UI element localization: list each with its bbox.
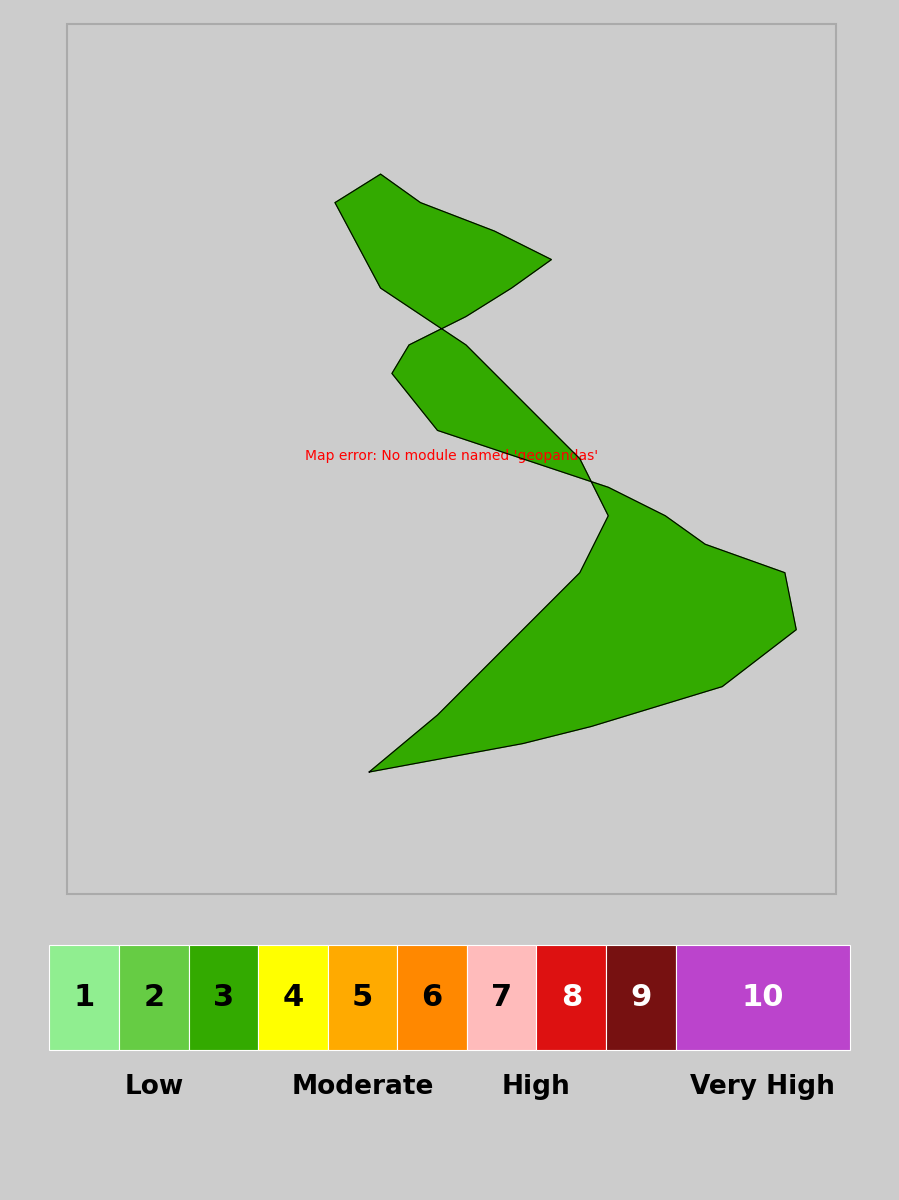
Bar <box>537 946 606 1050</box>
Polygon shape <box>335 174 797 772</box>
Text: 4: 4 <box>282 983 304 1012</box>
Bar <box>606 946 676 1050</box>
Bar <box>676 946 850 1050</box>
Bar <box>258 946 328 1050</box>
Text: 7: 7 <box>491 983 512 1012</box>
Bar <box>49 946 119 1050</box>
Text: Low: Low <box>124 1074 183 1100</box>
Text: Moderate: Moderate <box>291 1074 433 1100</box>
Bar <box>328 946 397 1050</box>
Text: 2: 2 <box>143 983 165 1012</box>
Text: Very High: Very High <box>690 1074 835 1100</box>
Text: Map error: No module named 'geopandas': Map error: No module named 'geopandas' <box>305 449 599 463</box>
Text: 1: 1 <box>74 983 95 1012</box>
Text: 10: 10 <box>742 983 784 1012</box>
Text: 3: 3 <box>213 983 234 1012</box>
Text: 8: 8 <box>561 983 582 1012</box>
Text: 6: 6 <box>422 983 442 1012</box>
Bar <box>397 946 467 1050</box>
Text: 5: 5 <box>352 983 373 1012</box>
Bar <box>119 946 189 1050</box>
Bar <box>189 946 258 1050</box>
Text: High: High <box>503 1074 571 1100</box>
Text: 9: 9 <box>630 983 652 1012</box>
Bar <box>467 946 537 1050</box>
